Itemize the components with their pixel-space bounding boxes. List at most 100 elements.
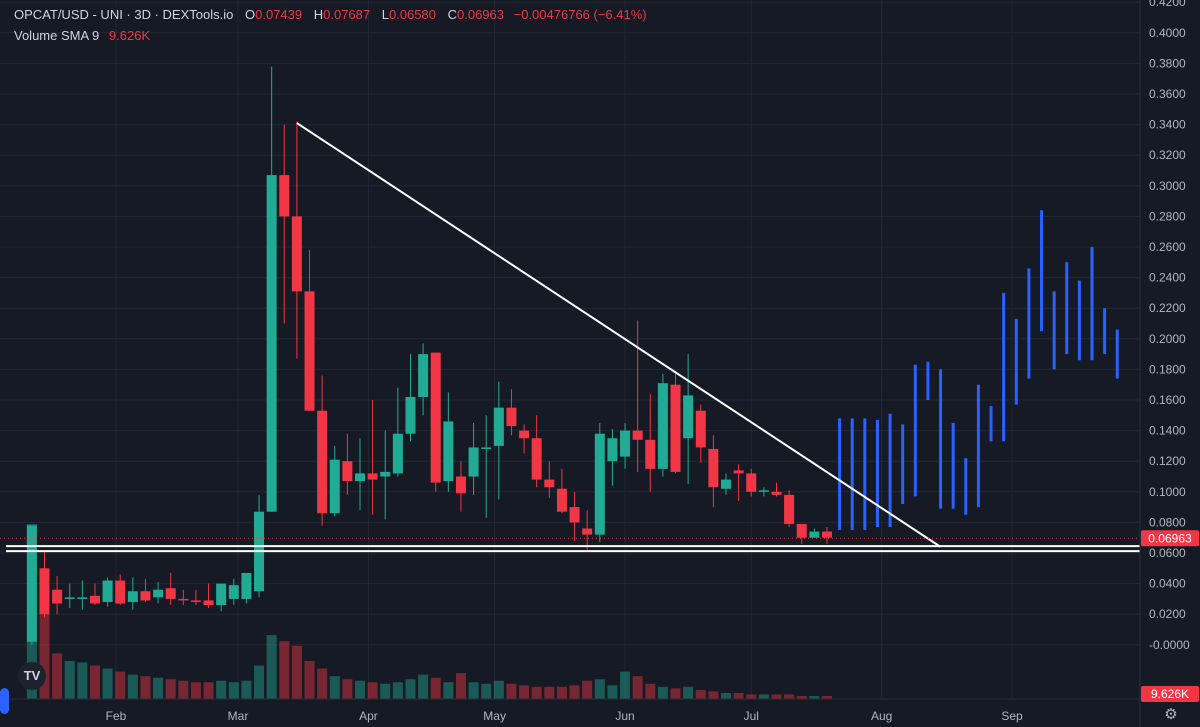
volume-bar: [254, 665, 265, 699]
candle-body: [582, 528, 593, 535]
candle-body: [746, 473, 757, 492]
volume-bar: [695, 689, 706, 699]
scroll-handle[interactable]: [0, 688, 9, 714]
price-tick-label: 0.0600: [1149, 546, 1186, 560]
candle-body: [102, 580, 113, 602]
volume-bar: [657, 686, 668, 699]
volume-indicator-value: 9.626K: [108, 28, 151, 43]
candle-body: [607, 438, 618, 462]
price-tick-label: 0.1600: [1149, 393, 1186, 407]
candle-body: [392, 433, 403, 474]
volume-bar: [64, 660, 75, 699]
volume-bar: [89, 665, 100, 699]
candle-body: [455, 476, 466, 494]
volume-bar: [266, 635, 277, 699]
candle-body: [26, 525, 37, 642]
candle-body: [531, 438, 542, 480]
time-tick-label: Jun: [615, 709, 634, 723]
candle-body: [216, 583, 227, 606]
candle-body: [405, 396, 416, 434]
candle-body: [241, 572, 252, 599]
candle-body: [178, 598, 189, 601]
settings-gear-icon[interactable]: ⚙: [1164, 706, 1178, 723]
volume-bar: [392, 682, 403, 699]
candles: [26, 66, 832, 645]
price-axis[interactable]: 0.4200 0.4000 0.3800 0.3600 0.3400 0.3200 0.30…: [1149, 0, 1190, 652]
candle-body: [367, 473, 378, 480]
time-tick-label: Aug: [871, 709, 892, 723]
candle-body: [758, 490, 769, 492]
tradingview-logo[interactable]: TV: [18, 662, 46, 690]
candle-body: [443, 421, 454, 482]
last-price-badge: 0.06963: [1141, 530, 1199, 547]
volume-bar: [77, 662, 88, 699]
candle-body: [342, 461, 353, 482]
price-tick-label: 0.4000: [1149, 26, 1186, 40]
volume-bar: [127, 674, 138, 699]
price-tick-label: 0.1200: [1149, 454, 1186, 468]
volume-bar: [519, 685, 530, 699]
candle-body: [771, 491, 782, 495]
candle-body: [355, 473, 365, 482]
volume-bar: [569, 685, 580, 699]
price-tick-label: 0.4200: [1149, 0, 1186, 9]
high-label: H: [313, 7, 324, 22]
candle-body: [380, 471, 391, 477]
ohlc-row: OPCAT/USD - UNI · 3D · DEXTools.io O0.07…: [14, 4, 647, 25]
volume-bar: [39, 610, 50, 699]
volume-bar: [544, 686, 555, 699]
volume-bar: [418, 674, 429, 699]
candle-body: [77, 597, 88, 599]
volume-bar: [216, 680, 227, 699]
last-price-badge-bg: [1141, 530, 1199, 547]
last-price-badge-text: 0.06963: [1148, 531, 1192, 545]
volume-bar: [796, 695, 807, 699]
trendline: [296, 122, 942, 548]
volume-bar: [733, 692, 744, 699]
volume-bar: [556, 686, 567, 699]
price-tick-label: 0.2400: [1149, 271, 1186, 285]
volume-bar: [455, 673, 466, 699]
volume-bar: [645, 683, 656, 699]
volume-bar: [115, 671, 126, 699]
candle-body: [89, 595, 100, 604]
symbol-title[interactable]: OPCAT/USD - UNI · 3D · DEXTools.io: [14, 7, 234, 22]
volume-indicator-label[interactable]: Volume SMA 9: [14, 28, 100, 43]
price-tick-label: 0.3800: [1149, 56, 1186, 70]
volume-badge-text: 9.626K: [1151, 687, 1189, 701]
candle-body: [430, 352, 441, 483]
volume-bar: [809, 695, 820, 699]
volume-bar: [178, 680, 189, 699]
volume-bar: [203, 682, 214, 699]
volume-bar: [304, 660, 315, 699]
candle-body: [620, 430, 631, 457]
time-tick-label: Sep: [1001, 709, 1023, 723]
price-tick-label: 0.2600: [1149, 240, 1186, 254]
price-tick-label: 0.2000: [1149, 332, 1186, 346]
candle-body: [556, 488, 567, 512]
volume-bar: [367, 682, 378, 699]
volume-bar: [102, 668, 113, 699]
volume-bar: [771, 694, 782, 699]
volume-bar: [721, 692, 731, 699]
volume-bar: [594, 679, 605, 699]
candle-body: [821, 531, 832, 538]
volume-bar: [506, 683, 517, 699]
time-axis[interactable]: Feb Mar Apr May Jun Jul Aug Sep: [106, 709, 1023, 723]
time-tick-label: Jul: [744, 709, 759, 723]
time-tick-label: Mar: [228, 709, 249, 723]
candle-body: [228, 585, 239, 599]
candle-body: [683, 395, 694, 439]
candle-body: [632, 430, 643, 440]
price-tick-label: 0.0200: [1149, 607, 1186, 621]
candle-body: [52, 589, 63, 604]
candle-body: [329, 459, 340, 514]
time-tick-label: May: [483, 709, 506, 723]
volume-bar: [784, 694, 795, 699]
candle-body: [733, 470, 744, 474]
chart-legend: OPCAT/USD - UNI · 3D · DEXTools.io O0.07…: [14, 4, 647, 46]
volume-bar: [317, 668, 328, 699]
